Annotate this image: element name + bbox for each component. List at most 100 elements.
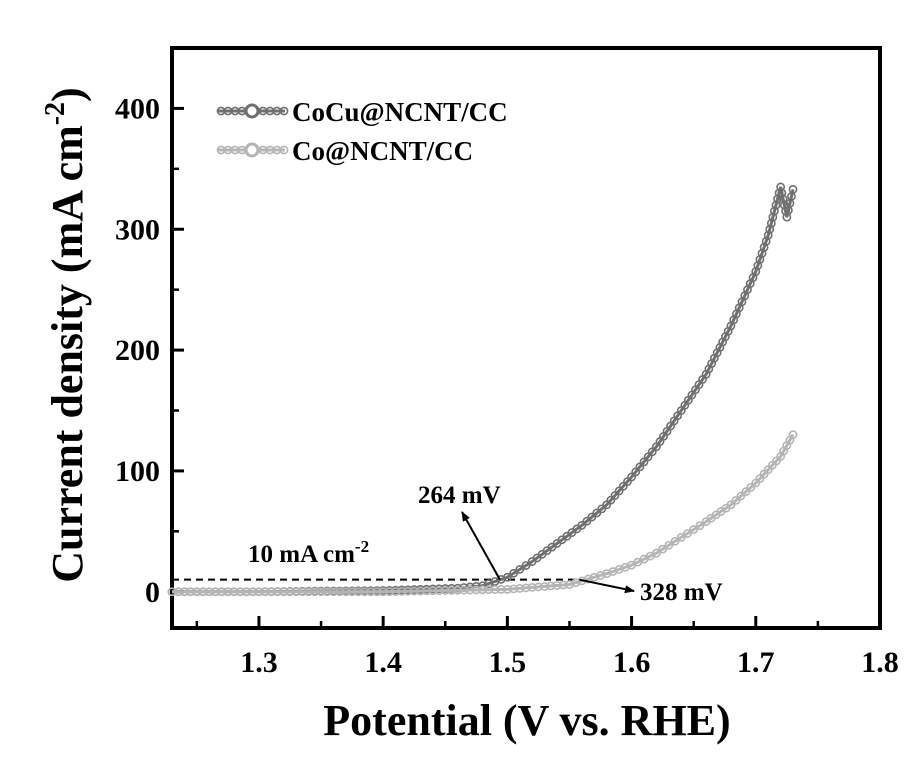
series-point-co [291, 587, 301, 597]
series-point-co [260, 587, 270, 597]
y-tick-label: 300 [115, 213, 160, 246]
series-point-co [266, 587, 276, 597]
series-point-co [310, 587, 320, 597]
series-point-co [676, 532, 686, 542]
series-point-co [540, 582, 550, 591]
annotation-264mv: 264 mV [418, 482, 501, 509]
series-point-co [746, 482, 756, 492]
series-point-co [471, 585, 481, 595]
series-point-co [670, 536, 680, 546]
series-point-co [279, 587, 289, 597]
x-tick-label: 1.8 [861, 646, 899, 679]
series-point-co [552, 581, 562, 590]
series-point-co [304, 587, 314, 597]
arrow-264mv [461, 511, 501, 581]
series-point-cocu [776, 182, 786, 192]
series-point-co [254, 587, 264, 597]
y-axis-title-sup: -2 [40, 102, 71, 125]
series-line-co [172, 433, 795, 594]
series-point-co [478, 585, 487, 595]
series-point-co [527, 583, 537, 592]
series-point-co [217, 587, 227, 597]
x-tick-label: 1.5 [489, 646, 527, 679]
plot-frame [170, 46, 882, 630]
series-point-co [558, 580, 568, 590]
series-point-co [211, 587, 220, 597]
series-point-co [422, 586, 432, 596]
series-point-co [229, 587, 239, 597]
series-point-co [534, 582, 543, 592]
series-point-co [273, 587, 282, 597]
series-point-co [173, 587, 183, 597]
axes-layer: 1.3 1.4 1.5 1.6 1.7 1.8 0 100 200 300 400 [115, 46, 899, 679]
legend-swatch-marker-big [244, 142, 260, 158]
series-point-co [285, 587, 295, 597]
series-point-co [341, 587, 351, 597]
x-axis-title: Potential (V vs. RHE) [323, 696, 730, 745]
series-point-co [465, 585, 475, 595]
series-point-co [490, 585, 500, 594]
series-point-co [397, 586, 407, 596]
reference-line-label-sup: -2 [355, 537, 369, 556]
series-point-co [204, 587, 214, 597]
series-point-co [658, 544, 668, 554]
series-point-co [683, 529, 692, 538]
legend-swatch-marker [279, 145, 289, 155]
y-axis-title-close: ) [43, 87, 92, 102]
series-point-co [509, 584, 518, 594]
series-point-co [416, 586, 425, 596]
legend-label-cocu: CoCu@NCNT/CC [292, 97, 508, 127]
series-layer [167, 103, 798, 597]
series-point-co [403, 586, 413, 596]
series-point-cocu [521, 561, 531, 570]
series-point-cocu [768, 212, 778, 222]
y-tick-label: 0 [145, 576, 160, 609]
series-point-co [335, 587, 345, 597]
series-point-co [652, 548, 661, 558]
series-point-co [428, 586, 438, 596]
y-axis-title: Current density (mA cm-2) [40, 87, 92, 582]
series-point-co [186, 587, 196, 597]
series-point-cocu [774, 188, 784, 198]
series-point-co [453, 585, 463, 595]
series-point-co [198, 587, 208, 597]
reference-line-label-text: 10 mA cm [248, 541, 355, 568]
series-point-co [360, 587, 369, 597]
series-point-co [180, 587, 189, 597]
series-point-co [192, 587, 202, 597]
series-point-co [391, 587, 400, 596]
series-point-co [726, 500, 736, 510]
series-point-co [248, 587, 258, 597]
series-point-cocu [778, 194, 788, 204]
series-point-co [384, 587, 394, 597]
series-point-co [167, 587, 177, 597]
x-tick-label: 1.6 [613, 646, 651, 679]
series-point-co [664, 540, 674, 550]
series-point-co [731, 495, 741, 505]
series-point-cocu [515, 564, 525, 574]
annotation-328mv: 328 mV [640, 579, 723, 606]
series-point-co [521, 583, 531, 593]
y-tick-label: 400 [115, 92, 160, 125]
series-point-co [409, 586, 419, 596]
series-line-cocu [172, 186, 795, 594]
series-point-cocu [765, 224, 775, 234]
series-point-co [736, 491, 746, 501]
series-point-co [329, 587, 338, 597]
series-point-co [741, 487, 751, 497]
series-point-co [366, 587, 376, 597]
reference-line-label: 10 mA cm-2 [248, 537, 369, 568]
legend-label-co: Co@NCNT/CC [292, 136, 473, 166]
series-point-cocu [788, 184, 798, 194]
series-point-co [434, 586, 444, 596]
series-point-co [496, 585, 506, 594]
series-point-co [695, 521, 705, 530]
series-point-co [372, 587, 382, 597]
series-point-co [298, 587, 307, 597]
x-tick-label: 1.3 [240, 646, 278, 679]
series-point-co [484, 585, 494, 595]
series-point-cocu [770, 206, 779, 216]
y-axis-title-text: Current density (mA cm [43, 125, 92, 582]
series-point-cocu [763, 230, 773, 240]
